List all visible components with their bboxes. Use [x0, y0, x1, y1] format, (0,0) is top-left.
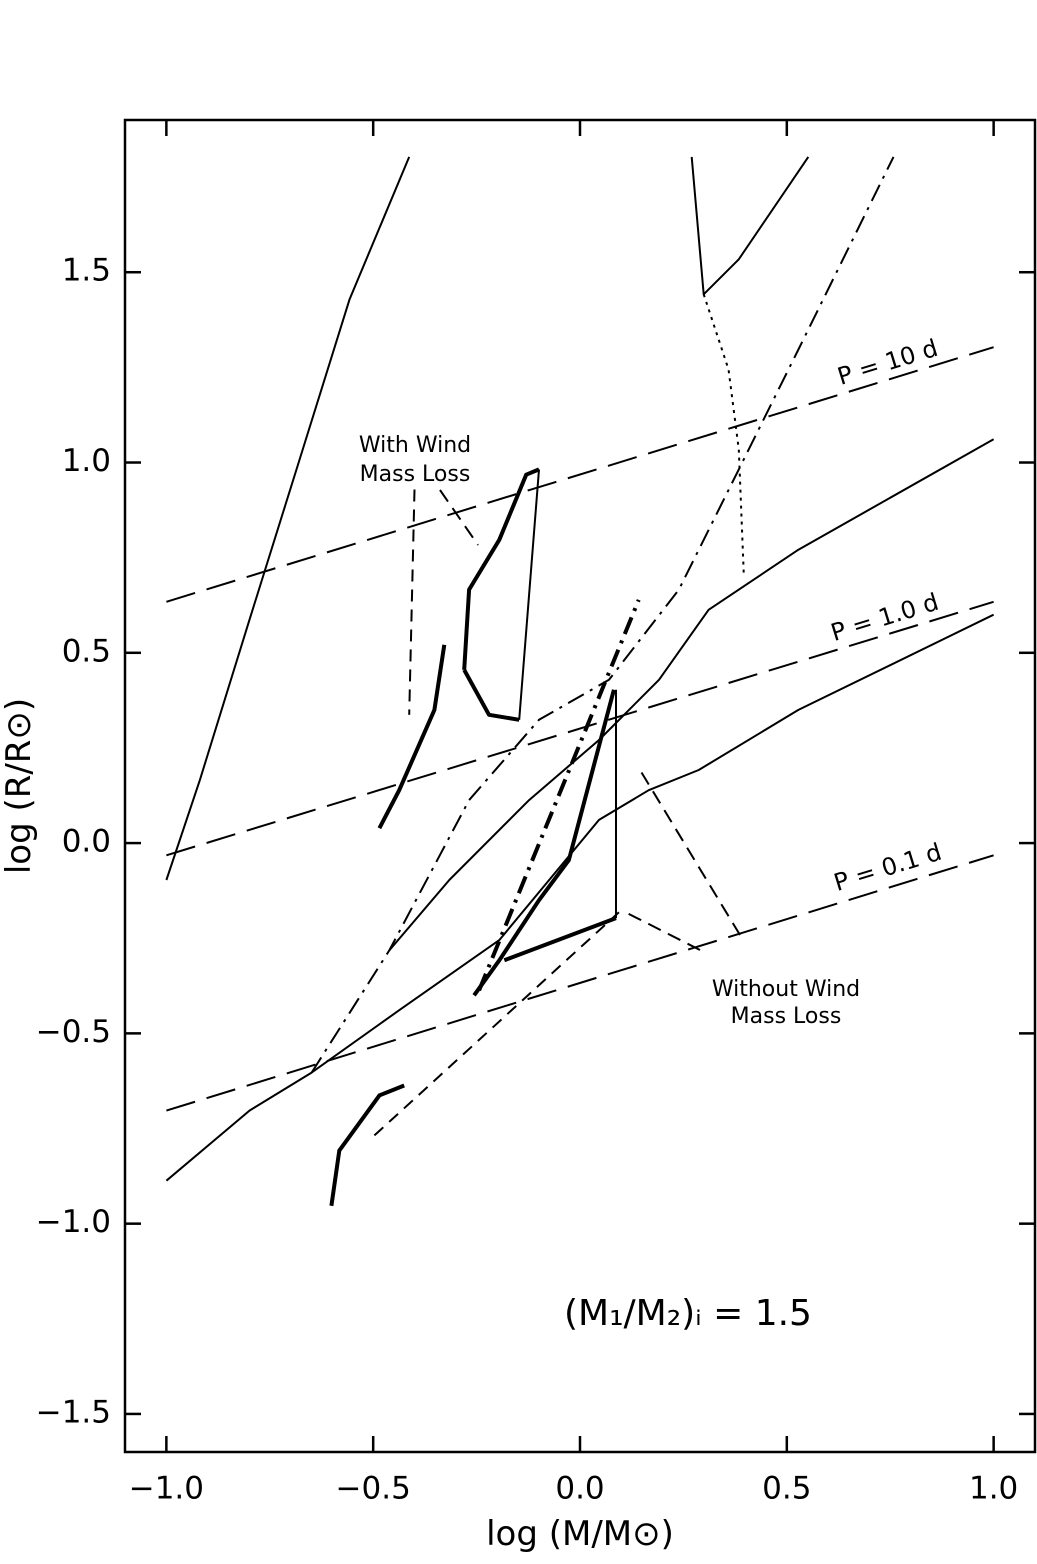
- annotation: Mass Loss: [731, 1004, 842, 1029]
- curve: [462, 467, 540, 671]
- annotation: P = 10 d: [834, 334, 941, 391]
- y-tick-label: 0.5: [62, 633, 111, 669]
- x-tick-label: −0.5: [336, 1471, 411, 1507]
- curve: [329, 1083, 405, 1207]
- curve: [165, 613, 995, 1182]
- annotation: P = 0.1 d: [831, 838, 945, 897]
- curve: [472, 689, 616, 997]
- curve: [503, 916, 617, 963]
- x-tick-label: 0.0: [555, 1471, 604, 1507]
- curve: [165, 156, 411, 881]
- x-tick-label: −1.0: [129, 1471, 204, 1507]
- curve: [166, 854, 994, 1112]
- curve: [166, 600, 994, 857]
- curve: [388, 438, 995, 952]
- y-tick-label: 1.0: [62, 443, 111, 479]
- curve: [690, 156, 810, 296]
- y-axis-label: log (R/R⊙): [0, 698, 39, 874]
- x-tick-label: 1.0: [969, 1471, 1018, 1507]
- curve: [373, 911, 620, 1137]
- curve: [310, 156, 895, 1074]
- annotation: Mass Loss: [360, 462, 471, 487]
- annotation-pointers: [439, 489, 741, 951]
- x-axis-label: log (M/M⊙): [486, 1514, 674, 1554]
- annotation: With Wind: [359, 433, 471, 458]
- y-tick-label: −0.5: [36, 1014, 111, 1050]
- curve: [518, 469, 540, 720]
- curve: [377, 644, 447, 830]
- y-tick-label: 0.0: [62, 824, 111, 860]
- curve: [166, 346, 994, 603]
- annotation: Without Wind: [712, 977, 860, 1002]
- y-tick-label: −1.5: [36, 1394, 111, 1430]
- curve: [477, 599, 641, 992]
- curve: [408, 489, 416, 715]
- curve: [462, 668, 520, 722]
- plot-frame: [123, 118, 1037, 1454]
- y-tick-label: −1.0: [36, 1204, 111, 1240]
- annotation: P = 1.0 d: [828, 588, 942, 647]
- x-tick-label: 0.5: [762, 1471, 811, 1507]
- annotation: (M₁/M₂)ᵢ = 1.5: [564, 1293, 812, 1334]
- y-tick-label: 1.5: [62, 253, 111, 289]
